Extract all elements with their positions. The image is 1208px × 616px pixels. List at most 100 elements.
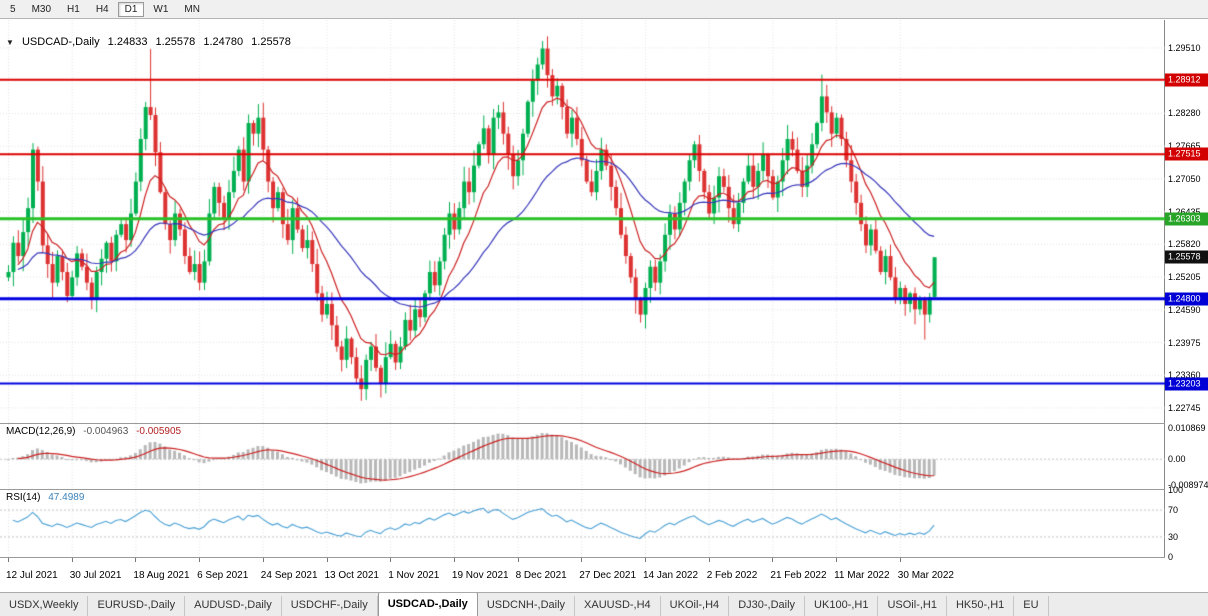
date-axis-label: 30 Jul 2021 xyxy=(69,570,122,581)
ohlc-high: 1.25578 xyxy=(155,36,196,48)
ohlc-low: 1.24780 xyxy=(203,36,244,48)
macd-signal-value: -0.005905 xyxy=(136,426,182,437)
chart-plot-area[interactable]: ▼ USDCAD-,Daily 1.24833 1.25578 1.24780 … xyxy=(0,20,1165,592)
ohlc-open: 1.24833 xyxy=(107,36,148,48)
price-badge-support: 1.23203 xyxy=(1165,377,1208,391)
price-badge-resistance: 1.27515 xyxy=(1165,147,1208,161)
date-axis-label: 14 Jan 2022 xyxy=(643,570,699,581)
timeframe-button-d1[interactable]: D1 xyxy=(117,1,145,17)
price-axis-label: 1.22745 xyxy=(1168,403,1201,413)
price-badge-resistance: 1.28912 xyxy=(1165,73,1208,87)
date-axis-label: 11 Mar 2022 xyxy=(834,570,890,581)
timeframe-toolbar: 5 M30 H1 H4 D1 W1 MN xyxy=(0,0,1208,19)
date-axis-label: 1 Nov 2021 xyxy=(388,570,440,581)
symbol-tab-xauusd-h4[interactable]: XAUUSD-,H4 xyxy=(575,596,661,616)
rsi-axis-label: 0 xyxy=(1168,552,1174,562)
timeframe-button-m30[interactable]: M30 xyxy=(31,3,52,15)
symbol-tab-usoil-h1[interactable]: USOil-,H1 xyxy=(878,596,947,616)
chart-title: USDCAD-,Daily xyxy=(21,36,100,48)
rsi-indicator-canvas[interactable] xyxy=(0,490,1165,557)
pane-splitter[interactable] xyxy=(0,489,1165,490)
price-axis-label: 1.27665 xyxy=(1168,141,1201,152)
price-badge-level: 1.26303 xyxy=(1165,212,1208,226)
timeframe-button-mn[interactable]: MN xyxy=(184,3,200,15)
symbol-tab-ukoil-h4[interactable]: UKOil-,H4 xyxy=(661,596,730,616)
time-axis-tick xyxy=(453,558,455,562)
ohlc-close: 1.25578 xyxy=(251,36,291,48)
price-chart-canvas[interactable] xyxy=(0,20,1165,423)
price-axis-label: 1.23975 xyxy=(1168,337,1201,348)
rsi-value: 47.4989 xyxy=(48,492,85,503)
symbol-tab-usdx-weekly[interactable]: USDX,Weekly xyxy=(0,596,89,616)
macd-axis-label: 0.00 xyxy=(1168,454,1186,465)
timeframe-button-w1[interactable]: W1 xyxy=(153,3,169,15)
time-axis-tick xyxy=(199,558,201,562)
chart-title-row: ▼ USDCAD-,Daily 1.24833 1.25578 1.24780 … xyxy=(6,36,296,48)
rsi-axis-label: 30 xyxy=(1168,531,1179,542)
date-axis-label: 13 Oct 2021 xyxy=(324,570,379,581)
date-axis-label: 12 Jul 2021 xyxy=(6,570,58,581)
time-axis-tick xyxy=(71,558,73,562)
time-axis-tick xyxy=(8,558,9,562)
price-axis-label: 1.28280 xyxy=(1168,108,1201,119)
time-axis-tick xyxy=(708,558,710,562)
time-axis: 12 Jul 2021 30 Jul 2021 18 Aug 2021 6 Sep 2… xyxy=(0,557,1165,592)
pane-splitter[interactable] xyxy=(0,423,1165,424)
symbol-tab-audusd-daily[interactable]: AUDUSD-,Daily xyxy=(185,596,282,616)
price-axis-label: 1.25205 xyxy=(1168,272,1201,283)
price-axis-label: 1.27050 xyxy=(1168,173,1201,184)
price-axis: 1.29510 1.28280 1.27665 1.27050 1.26435 1.258… xyxy=(1165,20,1208,592)
date-axis-label: 18 Aug 2021 xyxy=(133,570,190,581)
symbol-tab-uk100-h1[interactable]: UK100-,H1 xyxy=(805,596,879,616)
time-axis-tick xyxy=(899,558,901,562)
time-axis-tick xyxy=(836,558,838,562)
date-axis-label: 19 Nov 2021 xyxy=(451,570,509,581)
chart-menu-icon[interactable]: ▼ xyxy=(6,38,14,47)
rsi-label-row: RSI(14) 47.4989 xyxy=(6,492,89,503)
macd-axis-label: -0.008974 xyxy=(1168,480,1208,490)
date-axis-label: 6 Sep 2021 xyxy=(197,570,249,581)
symbol-tab-usdcad-daily[interactable]: USDCAD-,Daily xyxy=(377,593,478,616)
rsi-axis-label: 100 xyxy=(1168,485,1184,495)
price-axis-label: 1.25820 xyxy=(1168,239,1201,250)
time-axis-tick xyxy=(581,558,583,562)
price-axis-label: 1.23360 xyxy=(1168,370,1201,381)
time-axis-tick xyxy=(135,558,137,562)
date-axis-label: 27 Dec 2021 xyxy=(579,570,637,581)
time-axis-tick xyxy=(326,558,328,562)
time-axis-tick xyxy=(390,558,392,562)
date-axis-label: 2 Feb 2022 xyxy=(706,570,758,581)
macd-indicator-label: MACD(12,26,9) xyxy=(6,426,76,437)
chart-window: ▼ USDCAD-,Daily 1.24833 1.25578 1.24780 … xyxy=(0,20,1208,592)
date-axis-label: 24 Sep 2021 xyxy=(260,570,318,581)
date-axis-label: 21 Feb 2022 xyxy=(770,570,827,581)
date-axis-label: 8 Dec 2021 xyxy=(515,570,567,581)
time-axis-tick xyxy=(262,558,264,562)
symbol-tab-usdcnh-daily[interactable]: USDCNH-,Daily xyxy=(478,596,576,616)
macd-axis-label: 0.010869 xyxy=(1168,423,1206,433)
macd-main-value: -0.004963 xyxy=(83,426,129,437)
symbol-tab-usdchf-daily[interactable]: USDCHF-,Daily xyxy=(282,596,378,616)
timeframe-button-h1[interactable]: H1 xyxy=(67,3,80,15)
rsi-indicator-label: RSI(14) xyxy=(6,492,41,503)
macd-indicator-canvas[interactable] xyxy=(0,424,1165,489)
chart-tabs-bar: USDX,Weekly EURUSD-,Daily AUDUSD-,Daily USD… xyxy=(0,592,1208,616)
symbol-tab-dj30-daily[interactable]: DJ30-,Daily xyxy=(729,596,806,616)
price-axis-label: 1.24590 xyxy=(1168,304,1201,315)
macd-label-row: MACD(12,26,9) -0.004963 -0.005905 xyxy=(6,426,186,437)
price-badge-current: 1.25578 xyxy=(1165,250,1208,264)
rsi-axis-label: 70 xyxy=(1168,505,1179,516)
price-axis-label: 1.29510 xyxy=(1168,43,1201,53)
symbol-tab-eu[interactable]: EU xyxy=(1014,596,1049,616)
symbol-tab-hk50-h1[interactable]: HK50-,H1 xyxy=(947,596,1015,616)
symbol-tab-eurusd-daily[interactable]: EURUSD-,Daily xyxy=(88,596,186,616)
timeframe-button-h4[interactable]: H4 xyxy=(95,3,109,15)
timeframe-button-5[interactable]: 5 xyxy=(10,3,16,15)
price-axis-label: 1.26435 xyxy=(1168,207,1201,217)
date-axis-label: 30 Mar 2022 xyxy=(897,570,954,581)
price-badge-support: 1.24800 xyxy=(1165,292,1208,306)
time-axis-tick xyxy=(645,558,646,562)
time-axis-tick xyxy=(517,558,519,562)
time-axis-tick xyxy=(772,558,774,562)
